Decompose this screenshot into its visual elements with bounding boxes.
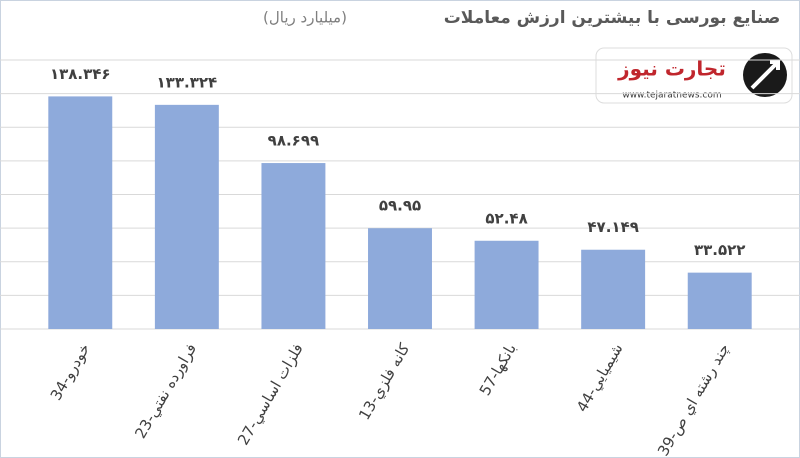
- bar: [261, 163, 326, 329]
- chart-title: صنایع بورسی با بیشترین ارزش معاملات: [444, 8, 781, 28]
- bar: [581, 249, 646, 329]
- bar: [368, 228, 432, 329]
- value-label: ۵۲.۴۸: [485, 209, 527, 227]
- value-label: ۱۳۸.۳۴۶: [50, 65, 111, 83]
- bar: [687, 272, 752, 329]
- value-label: ۹۸.۶۹۹: [268, 132, 319, 150]
- bar: [48, 96, 113, 329]
- logo: تجارت نیوز www.tejaratnews.com: [595, 47, 793, 104]
- logo-box: [595, 47, 793, 104]
- value-label: ۱۳۳.۳۲۴: [157, 73, 218, 91]
- value-label: ۳۳.۵۲۲: [694, 241, 745, 259]
- bar: [154, 104, 219, 329]
- logo-url: www.tejaratnews.com: [622, 91, 721, 101]
- value-label: ۴۷.۱۴۹: [587, 218, 638, 236]
- chart-subtitle: (میلیارد ریال): [263, 9, 347, 27]
- value-label: ۵۹.۹۵: [379, 197, 421, 215]
- bar: [474, 240, 539, 329]
- title-group: صنایع بورسی با بیشترین ارزش معاملات (میل…: [263, 8, 780, 28]
- logo-arrow: [750, 60, 780, 90]
